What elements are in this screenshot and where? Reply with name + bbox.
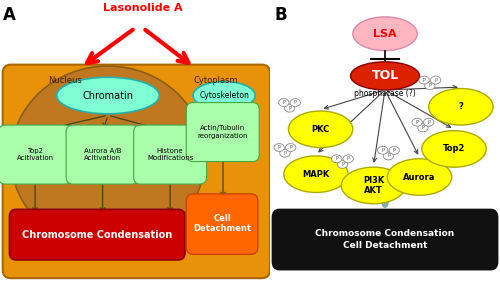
Text: Cytoplasm: Cytoplasm: [194, 76, 238, 85]
Text: PI3K
AKT: PI3K AKT: [363, 176, 384, 195]
Text: phosphatase (?): phosphatase (?): [354, 89, 416, 98]
FancyBboxPatch shape: [2, 65, 270, 278]
Ellipse shape: [424, 82, 435, 90]
Ellipse shape: [388, 159, 452, 195]
Text: Chromatin: Chromatin: [82, 90, 134, 101]
Ellipse shape: [378, 146, 388, 154]
Text: Actin/Tubulin
reorganization: Actin/Tubulin reorganization: [198, 125, 248, 139]
FancyBboxPatch shape: [272, 209, 498, 270]
Ellipse shape: [353, 17, 417, 51]
Text: TOL: TOL: [372, 69, 398, 82]
Text: P: P: [428, 120, 430, 125]
Text: P: P: [347, 156, 350, 161]
Text: A: A: [2, 6, 16, 24]
Ellipse shape: [418, 124, 428, 132]
Ellipse shape: [384, 152, 394, 160]
Text: ?: ?: [458, 102, 464, 111]
Text: Top2
Acitivation: Top2 Acitivation: [16, 148, 54, 161]
FancyBboxPatch shape: [66, 125, 139, 184]
Ellipse shape: [274, 144, 284, 151]
FancyBboxPatch shape: [186, 194, 258, 254]
Text: P: P: [294, 100, 296, 105]
Text: P: P: [382, 148, 384, 153]
Ellipse shape: [288, 111, 353, 148]
Ellipse shape: [342, 167, 406, 204]
Text: P: P: [288, 106, 291, 111]
Ellipse shape: [428, 89, 493, 125]
Text: Cytoskeleton: Cytoskeleton: [199, 91, 249, 100]
Text: Nucleus: Nucleus: [48, 76, 82, 85]
Text: Cell
Detachment: Cell Detachment: [193, 214, 251, 233]
Ellipse shape: [284, 104, 294, 112]
Ellipse shape: [424, 118, 434, 126]
Text: Aurora: Aurora: [404, 173, 436, 182]
Ellipse shape: [422, 131, 486, 167]
Text: P: P: [428, 83, 432, 88]
Ellipse shape: [343, 155, 353, 163]
Ellipse shape: [389, 146, 400, 154]
Ellipse shape: [350, 62, 420, 90]
Text: Top2: Top2: [443, 144, 465, 153]
Ellipse shape: [284, 156, 348, 192]
FancyBboxPatch shape: [10, 209, 185, 260]
Text: PKC: PKC: [312, 125, 330, 134]
Ellipse shape: [419, 76, 430, 84]
Text: P: P: [284, 151, 286, 156]
Ellipse shape: [56, 77, 160, 114]
Ellipse shape: [11, 66, 205, 249]
Ellipse shape: [286, 144, 296, 151]
Ellipse shape: [280, 149, 290, 157]
Text: P: P: [422, 78, 426, 83]
Text: LSA: LSA: [373, 29, 397, 39]
Text: Lasonolide A: Lasonolide A: [104, 3, 183, 13]
Text: Aurora A/B
Acitivation: Aurora A/B Acitivation: [84, 148, 122, 161]
Text: P: P: [290, 145, 292, 150]
Text: P: P: [416, 120, 418, 125]
Text: P: P: [422, 125, 424, 130]
Text: P: P: [278, 145, 280, 150]
Text: MAPK: MAPK: [302, 170, 330, 179]
Text: P: P: [393, 148, 396, 153]
Ellipse shape: [338, 160, 347, 168]
Text: P: P: [341, 162, 344, 167]
Text: B: B: [274, 6, 287, 24]
Ellipse shape: [193, 81, 255, 110]
Ellipse shape: [332, 155, 342, 163]
Ellipse shape: [430, 76, 441, 84]
FancyBboxPatch shape: [186, 103, 259, 162]
Text: P: P: [336, 156, 338, 161]
Text: P: P: [434, 78, 437, 83]
Ellipse shape: [412, 118, 422, 126]
FancyBboxPatch shape: [0, 125, 72, 184]
Text: P: P: [387, 153, 390, 158]
Text: Chromosome Condensation
Cell Detachment: Chromosome Condensation Cell Detachment: [316, 229, 454, 250]
Ellipse shape: [290, 99, 300, 106]
Text: Histone
Modifications: Histone Modifications: [147, 148, 194, 161]
Text: P: P: [282, 100, 285, 105]
FancyBboxPatch shape: [134, 125, 206, 184]
Ellipse shape: [278, 99, 289, 106]
Text: Chromosome Condensation: Chromosome Condensation: [22, 230, 172, 240]
